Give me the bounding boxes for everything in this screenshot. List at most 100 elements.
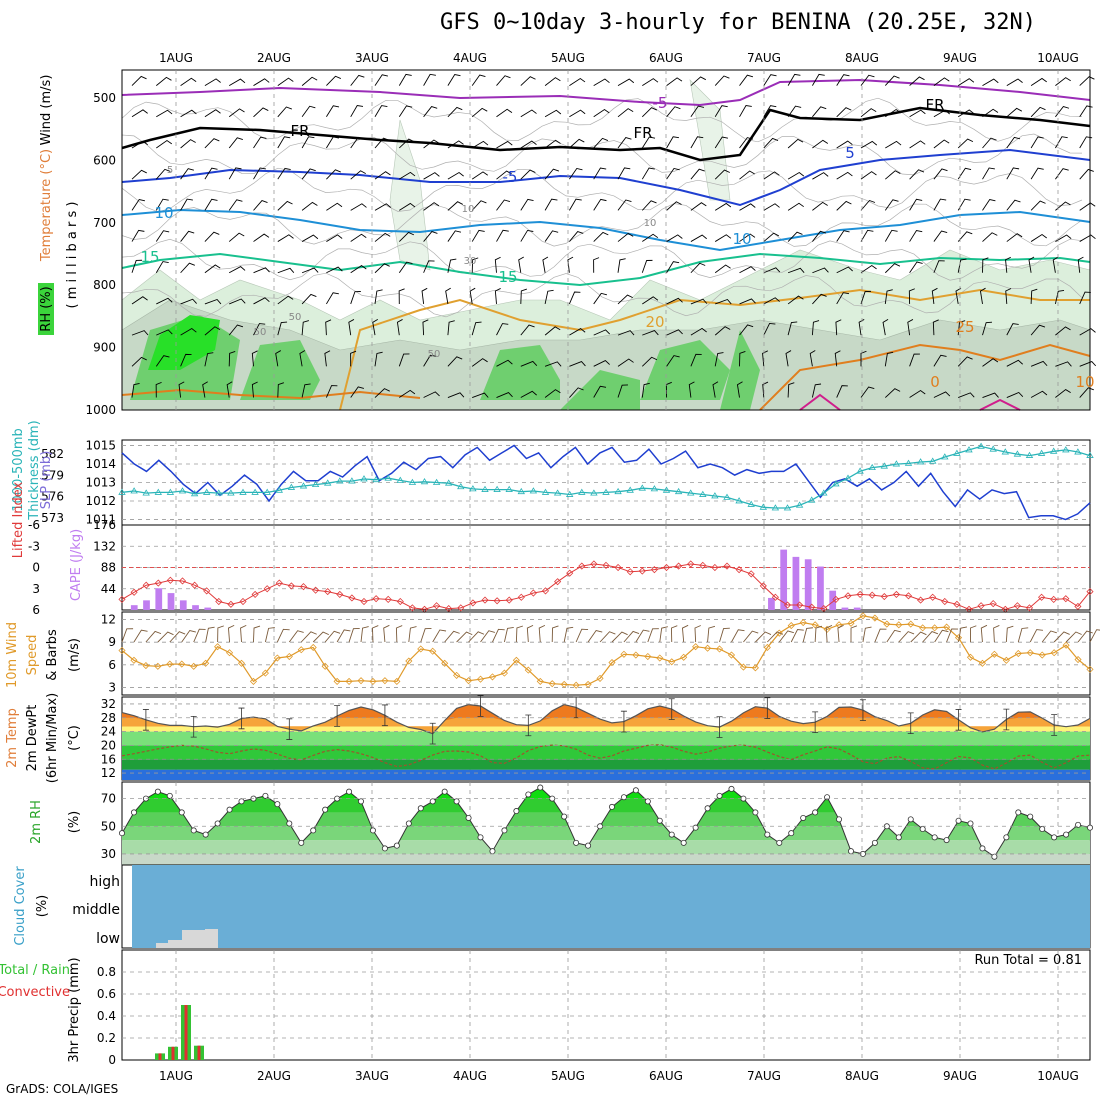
contour-label: 50: [254, 327, 267, 338]
temp-axis-label-b: 2m DewPt: [25, 705, 40, 772]
wind-speed-marker: [476, 675, 485, 683]
temp-axis-label-d: (°C): [67, 725, 82, 751]
lifted-index-marker: [227, 600, 235, 608]
upper-wind-barb: [593, 137, 609, 149]
contour-label: FR: [290, 122, 309, 140]
wind-speed-marker: [369, 677, 377, 685]
upper-wind-barb: [763, 203, 780, 211]
lifted-index-marker: [529, 589, 537, 597]
upper-wind-barb: [520, 76, 536, 86]
wind-barb: [468, 631, 485, 643]
thickness-marker: [1013, 450, 1022, 457]
cape-bar: [792, 556, 800, 610]
lifted-index-marker: [251, 590, 259, 598]
wind-speed-marker: [524, 666, 532, 674]
wind-barb: [837, 624, 844, 643]
thickness-marker: [674, 487, 683, 495]
upper-wind-barb: [374, 388, 390, 398]
upper-wind-barb: [617, 358, 634, 367]
lifted-index-marker: [638, 567, 646, 575]
thickness-marker: [602, 488, 610, 495]
precip-legend-total: Total / Rain: [0, 963, 70, 978]
upper-wind-barb: [228, 199, 243, 211]
upper-wind-barb: [131, 382, 140, 398]
upper-wind-barb: [933, 109, 950, 118]
cloud-high-label: high: [89, 874, 120, 890]
lifted-index-marker: [541, 587, 550, 595]
cape-tick-label: 132: [93, 539, 116, 553]
upper-wind-barb: [277, 295, 294, 305]
rh-marker: [836, 816, 843, 823]
li-tick-label: -3: [28, 539, 40, 553]
lifted-index-marker: [929, 593, 937, 601]
upper-wind-barb: [909, 140, 926, 149]
lifted-index-marker: [783, 601, 792, 609]
upper-wind-barb: [982, 137, 997, 149]
upper-wind-barb: [277, 382, 285, 398]
rh-marker: [895, 834, 902, 841]
temp-minmax-bar: [812, 711, 819, 734]
wind-speed-marker: [166, 660, 174, 668]
lifted-index-marker: [275, 579, 283, 587]
upper-wind-barb: [131, 330, 149, 336]
upper-wind-barb: [714, 352, 724, 367]
upper-wind-barb: [518, 256, 525, 273]
upper-wind-barb: [398, 261, 413, 274]
li-tick-label: 6: [32, 603, 40, 617]
thickness-line: [121, 445, 1091, 509]
thickness-marker: [941, 453, 949, 460]
upper-wind-barb: [1030, 77, 1047, 86]
lifted-index-marker: [771, 593, 779, 601]
upper-wind-barb: [277, 234, 294, 242]
lifted-index-marker: [263, 585, 271, 593]
upper-wind-barb: [666, 201, 682, 211]
upper-wind-barb: [714, 169, 730, 180]
upper-wind-barb: [641, 356, 658, 367]
wind-speed-marker: [823, 625, 831, 633]
upper-wind-barb: [714, 105, 728, 118]
wind-speed-marker: [943, 623, 951, 631]
wind-barb: [538, 624, 546, 643]
temp-band-3: [122, 731, 1090, 746]
rh-marker: [644, 798, 651, 805]
upper-wind-barb: [1055, 389, 1071, 398]
upper-wind-barb: [812, 172, 829, 180]
upper-wind-barb: [884, 351, 894, 367]
lifted-index-marker: [1062, 595, 1070, 603]
thickness-marker: [360, 475, 368, 482]
upper-wind-barb: [520, 360, 538, 367]
temp-tick-label: 12: [101, 766, 116, 780]
temp-minmax-bar: [907, 712, 914, 735]
upper-wind-barb: [155, 198, 169, 211]
upper-wind-barb: [860, 108, 877, 118]
upper-wind-barb: [1030, 200, 1046, 211]
rh-marker: [453, 798, 460, 805]
upper-wind-barb: [496, 199, 511, 211]
isotherm-30a: [799, 393, 841, 411]
upper-wind-barb: [423, 260, 435, 273]
upper-wind-barb: [957, 109, 975, 118]
wind-barb: [1005, 625, 1014, 643]
upper-wind-barb: [739, 105, 752, 118]
upper-wind-barb: [301, 267, 319, 274]
wind-speed-marker: [273, 654, 281, 662]
upper-wind-barb: [299, 350, 306, 367]
lifted-index-marker: [191, 581, 199, 589]
upper-wind-barb: [569, 387, 584, 398]
wind-barb: [611, 631, 628, 643]
rh-marker: [668, 831, 675, 838]
upper-wind-barb: [617, 78, 635, 86]
lifted-index-marker: [892, 590, 900, 598]
upper-wind-barb: [933, 168, 948, 180]
upper-wind-barb: [884, 289, 893, 305]
x-tick-label-bottom: 4AUG: [453, 1069, 487, 1083]
upper-wind-barb: [1005, 288, 1012, 304]
rh-marker: [381, 845, 388, 852]
pressure-tick-label: 1000: [85, 403, 116, 417]
lifted-index-marker: [154, 579, 162, 587]
upper-wind-barb: [714, 326, 731, 336]
wind-speed-marker: [656, 654, 664, 662]
upper-wind-barb: [204, 352, 214, 367]
lifted-index-marker: [312, 586, 320, 594]
thickness-marker: [311, 480, 320, 488]
